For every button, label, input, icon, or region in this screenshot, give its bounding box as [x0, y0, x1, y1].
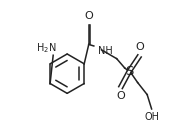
Text: NH: NH: [98, 46, 113, 56]
Text: H$_2$N: H$_2$N: [36, 41, 56, 55]
Text: OH: OH: [145, 112, 160, 122]
Text: S: S: [125, 65, 134, 78]
Text: O: O: [84, 11, 93, 21]
Text: O: O: [136, 42, 145, 52]
Text: O: O: [116, 91, 125, 101]
